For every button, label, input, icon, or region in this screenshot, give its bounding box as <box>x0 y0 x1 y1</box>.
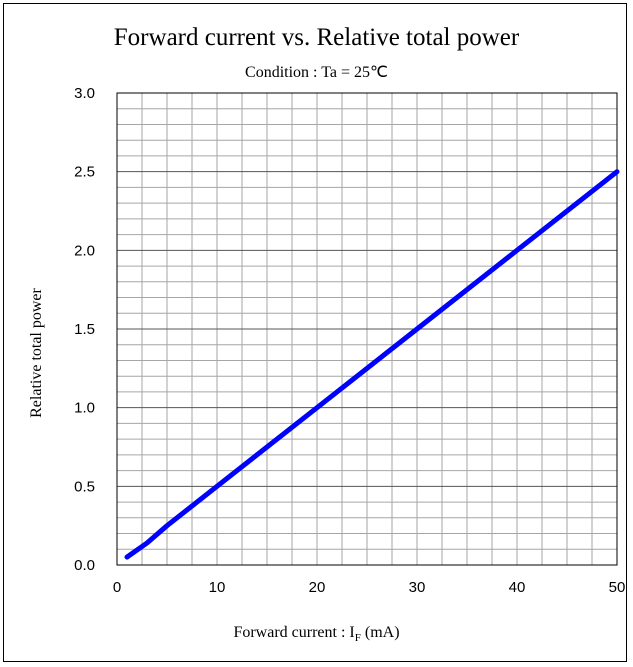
chart-frame <box>3 3 627 662</box>
y-tick-label: 0.5 <box>74 478 95 495</box>
series-line <box>124 169 620 560</box>
x-tick-label: 30 <box>409 579 426 596</box>
chart-title: Forward current vs. Relative total power <box>113 24 520 51</box>
y-tick-label: 2.0 <box>74 242 95 259</box>
y-tick-label: 2.5 <box>74 164 95 181</box>
major-gridlines <box>117 171 617 487</box>
x-tick-label: 40 <box>509 579 526 596</box>
x-tick-label: 0 <box>113 579 121 596</box>
x-axis-label-main: Forward current : I <box>233 624 355 641</box>
x-tick-label: 50 <box>609 579 626 596</box>
x-tick-label: 10 <box>209 579 226 596</box>
y-tick-labels: 0.0 0.5 1.0 1.5 2.0 2.5 3.0 <box>74 85 95 574</box>
x-tick-label: 20 <box>309 579 326 596</box>
x-axis-label-subscript: F <box>354 632 361 645</box>
y-tick-label: 1.0 <box>74 400 95 417</box>
series-layer <box>124 169 620 560</box>
x-tick-labels: 0 10 20 30 40 50 <box>113 579 626 596</box>
plot-area <box>116 92 618 566</box>
chart-subtitle: Condition : Ta = 25℃ <box>245 64 388 81</box>
x-axis-label: Forward current : IF (mA) <box>0 624 633 644</box>
x-axis-label-unit: (mA) <box>360 624 400 641</box>
y-tick-label: 0.0 <box>74 557 95 574</box>
y-tick-label: 3.0 <box>74 85 95 102</box>
y-tick-label: 1.5 <box>74 321 95 338</box>
